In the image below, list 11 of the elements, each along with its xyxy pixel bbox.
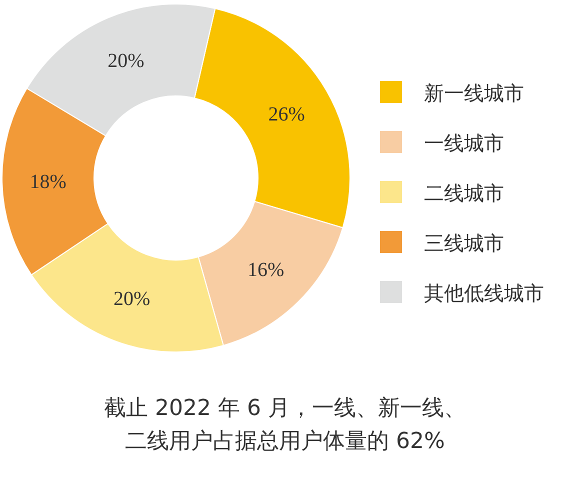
legend-label: 二线城市 [424, 181, 504, 205]
legend-label: 新一线城市 [424, 81, 524, 105]
legend-label: 一线城市 [424, 131, 504, 155]
legend-label: 三线城市 [424, 231, 504, 255]
text: 截止 2022 年 6 月，一线、新一线、二线用户占据总用户体量的 62% [103, 395, 467, 456]
data-label: 18% [30, 171, 66, 194]
data-label: 16% [248, 259, 284, 282]
data-label: 20% [113, 288, 150, 310]
legend-label: 其他低线城市 [424, 281, 544, 305]
data-label: 20% [108, 50, 144, 72]
data-label: 26% [268, 104, 305, 126]
